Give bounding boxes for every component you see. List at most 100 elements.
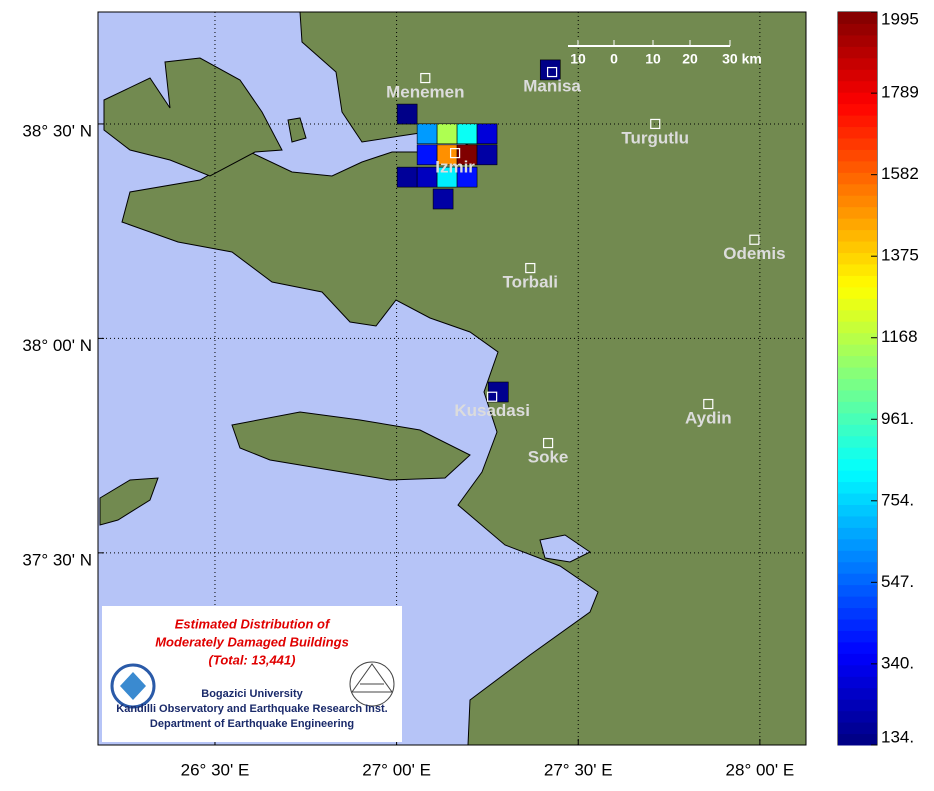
colorbar-swatch [838, 389, 877, 402]
city-marker [650, 118, 661, 130]
colorbar-swatch [838, 367, 877, 379]
city-marker [749, 234, 760, 245]
colorbar-swatch [838, 160, 877, 173]
legend-title: Estimated Distribution of [175, 616, 331, 631]
colorbar-swatch [838, 470, 877, 483]
colorbar-swatch [838, 332, 877, 345]
damage-cell [456, 166, 478, 188]
city-label: Aydin [685, 409, 732, 428]
logo [120, 672, 146, 700]
colorbar-swatch [838, 527, 877, 540]
colorbar-swatch [838, 218, 877, 231]
colorbar-swatch [838, 206, 877, 219]
colorbar-swatch [838, 23, 877, 36]
colorbar-swatch [838, 515, 877, 528]
colorbar-swatch [838, 619, 877, 631]
logos [110, 661, 395, 709]
colorbar-swatch [838, 596, 877, 609]
colorbar-label: 961. [881, 409, 914, 428]
colorbar-swatch [838, 664, 877, 677]
colorbar-swatch [838, 34, 877, 47]
scale-label: 30 km [722, 51, 762, 67]
damage-cell [396, 103, 418, 125]
damage-cell [476, 123, 498, 145]
damage-cell [432, 188, 454, 210]
colorbar-swatch [838, 481, 877, 494]
colorbar-swatch [838, 115, 877, 128]
x-tick-label: 27° 30' E [544, 760, 613, 779]
colorbar-swatch [838, 69, 877, 82]
colorbar-label: 1789 [881, 83, 919, 102]
colorbar-swatch [838, 286, 877, 299]
scale-label: 10 [570, 51, 586, 67]
legend-title: (Total: 13,441) [209, 652, 296, 667]
colorbar-swatch [838, 538, 877, 551]
logo [349, 661, 395, 707]
colorbar-label: 134. [881, 727, 914, 746]
city-label: Soke [528, 448, 569, 467]
colorbar-swatch [838, 653, 877, 666]
damage-cell [436, 123, 458, 145]
colorbar-swatch [838, 229, 877, 242]
colorbar-swatch [838, 401, 877, 414]
city-marker [542, 437, 554, 449]
y-tick-label: 37° 30' N [22, 550, 92, 569]
colorbar-swatch [838, 573, 877, 586]
colorbar-swatch [838, 424, 877, 437]
legend-institution: Department of Earthquake Engineering [150, 718, 354, 730]
city-label: Manisa [523, 77, 581, 96]
colorbar-swatch [838, 137, 877, 150]
city-marker [525, 262, 536, 274]
colorbar-label: 340. [881, 653, 914, 672]
colorbar-swatch [838, 493, 877, 505]
colorbar-swatch [838, 630, 877, 643]
colorbar-swatch [838, 172, 877, 185]
colorbar-swatch [838, 447, 877, 460]
scale-label: 0 [610, 51, 618, 67]
colorbar-swatch [838, 355, 877, 368]
city-label: Izmir [435, 158, 475, 177]
colorbar-swatch [838, 607, 877, 620]
damage-cell [476, 144, 498, 166]
city-label: Kusadasi [454, 401, 530, 420]
colorbar-swatch [838, 298, 877, 311]
colorbar-swatch [838, 126, 877, 139]
damage-cell [456, 123, 478, 145]
legend-title: Moderately Damaged Buildings [155, 634, 349, 649]
damage-cell [416, 144, 438, 166]
damage-cell [416, 166, 438, 188]
legend-institution: Kandilli Observatory and Earthquake Rese… [116, 703, 387, 715]
city-marker [703, 398, 714, 410]
colorbar-swatch [838, 275, 877, 288]
colorbar-swatch [838, 309, 877, 322]
colorbar-swatch [838, 103, 877, 116]
colorbar-swatch [838, 722, 877, 735]
colorbar-label: 1168 [881, 327, 918, 346]
colorbar-swatch [838, 733, 877, 746]
colorbar-swatch [838, 46, 877, 59]
city-label: Torbali [503, 273, 558, 292]
city-label: Menemen [386, 83, 464, 102]
colorbar-swatch [838, 435, 877, 448]
city-marker [449, 148, 461, 159]
logo [351, 663, 393, 693]
damage-cell [396, 166, 418, 188]
colorbar-label: 1582 [881, 164, 919, 183]
colorbar-swatch [838, 699, 877, 712]
colorbar-swatch [838, 321, 877, 334]
damage-cell [539, 59, 561, 81]
city-label: Odemis [723, 244, 785, 263]
map-frame [97, 11, 807, 746]
colorbar-swatch [838, 710, 877, 723]
colorbar-swatch [838, 641, 877, 654]
land [99, 12, 806, 745]
colorbar-swatch [838, 687, 877, 700]
colorbar-label: 1375 [881, 246, 919, 265]
city-label: Turgutlu [621, 128, 689, 147]
colorbar-swatch [838, 344, 877, 357]
x-tick-label: 28° 00' E [726, 760, 795, 779]
x-tick-label: 27° 00' E [362, 760, 431, 779]
colorbar-swatch [838, 195, 877, 208]
colorbar-swatch [838, 149, 877, 162]
